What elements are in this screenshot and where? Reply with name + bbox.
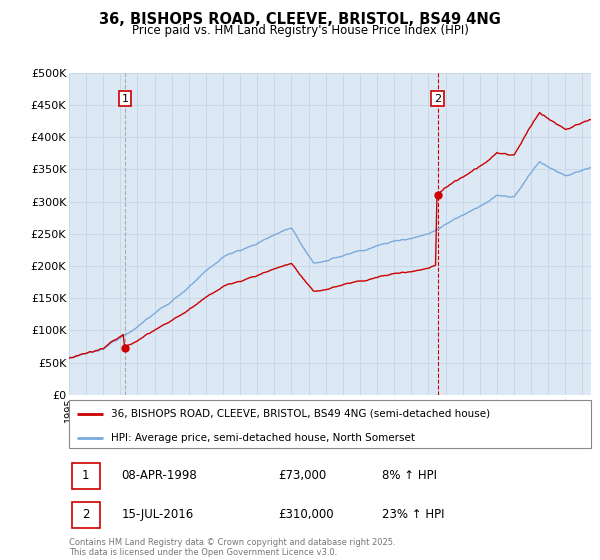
Text: 36, BISHOPS ROAD, CLEEVE, BRISTOL, BS49 4NG: 36, BISHOPS ROAD, CLEEVE, BRISTOL, BS49 … [99, 12, 501, 27]
Text: 15-JUL-2016: 15-JUL-2016 [121, 508, 193, 521]
Text: 1: 1 [121, 94, 128, 104]
FancyBboxPatch shape [69, 400, 591, 448]
FancyBboxPatch shape [71, 502, 100, 528]
Text: 36, BISHOPS ROAD, CLEEVE, BRISTOL, BS49 4NG (semi-detached house): 36, BISHOPS ROAD, CLEEVE, BRISTOL, BS49 … [111, 409, 490, 419]
Text: Price paid vs. HM Land Registry's House Price Index (HPI): Price paid vs. HM Land Registry's House … [131, 24, 469, 36]
FancyBboxPatch shape [71, 463, 100, 489]
Text: 23% ↑ HPI: 23% ↑ HPI [382, 508, 445, 521]
Text: 2: 2 [434, 94, 441, 104]
Text: HPI: Average price, semi-detached house, North Somerset: HPI: Average price, semi-detached house,… [111, 432, 415, 442]
Text: Contains HM Land Registry data © Crown copyright and database right 2025.
This d: Contains HM Land Registry data © Crown c… [69, 538, 395, 557]
Text: 08-APR-1998: 08-APR-1998 [121, 469, 197, 482]
Text: £310,000: £310,000 [278, 508, 334, 521]
Text: 8% ↑ HPI: 8% ↑ HPI [382, 469, 437, 482]
Text: 1: 1 [82, 469, 89, 482]
Text: £73,000: £73,000 [278, 469, 326, 482]
Text: 2: 2 [82, 508, 89, 521]
